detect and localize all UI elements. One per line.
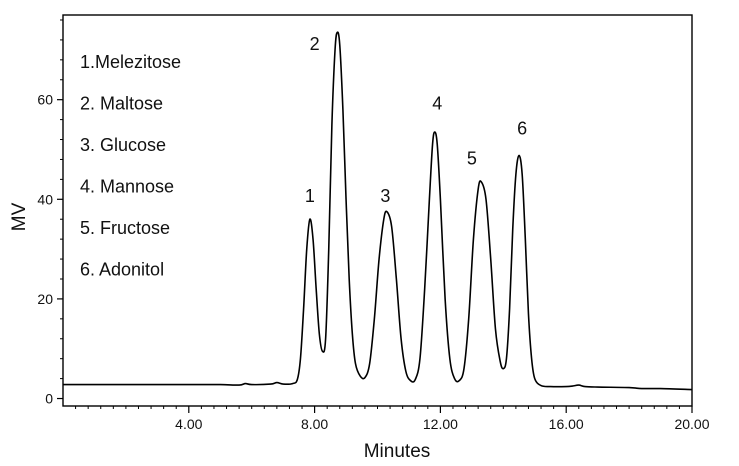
legend-entry: 1.Melezitose <box>80 52 181 72</box>
series-layer <box>62 31 693 391</box>
y-axis-ticks: 0 20 40 60 <box>37 19 63 407</box>
legend-entry: 4. Mannose <box>80 177 174 197</box>
y-tick-label: 0 <box>45 391 53 407</box>
chromatogram-line <box>62 31 693 391</box>
legend-entry: 6. Adonitol <box>80 260 164 280</box>
peak-labels: 1 2 3 4 5 6 <box>305 34 527 206</box>
peak-label-1: 1 <box>305 186 315 206</box>
peak-label-4: 4 <box>432 94 442 114</box>
peak-label-3: 3 <box>380 186 390 206</box>
legend-entry: 5. Fructose <box>80 218 170 238</box>
x-tick-label: 20.00 <box>674 416 709 432</box>
x-tick-label: 16.00 <box>549 416 584 432</box>
plot-frame <box>62 14 693 407</box>
x-tick-label: 12.00 <box>423 416 458 432</box>
x-tick-label: 8.00 <box>301 416 328 432</box>
y-tick-label: 40 <box>37 191 53 207</box>
y-tick-label: 60 <box>37 92 53 108</box>
x-tick-label: 4.00 <box>175 416 202 432</box>
peak-label-6: 6 <box>517 119 527 139</box>
x-axis-ticks: 4.00 8.00 12.00 16.00 20.00 <box>75 406 710 432</box>
legend: 1.Melezitose 2. Maltose 3. Glucose 4. Manno… <box>80 52 181 280</box>
y-tick-label: 20 <box>37 291 53 307</box>
peak-label-2: 2 <box>310 34 320 54</box>
y-axis-title: MV <box>9 202 30 231</box>
peak-label-5: 5 <box>467 148 477 168</box>
x-axis-title: Minutes <box>364 441 431 462</box>
legend-entry: 3. Glucose <box>80 135 166 155</box>
legend-entry: 2. Maltose <box>80 94 163 114</box>
